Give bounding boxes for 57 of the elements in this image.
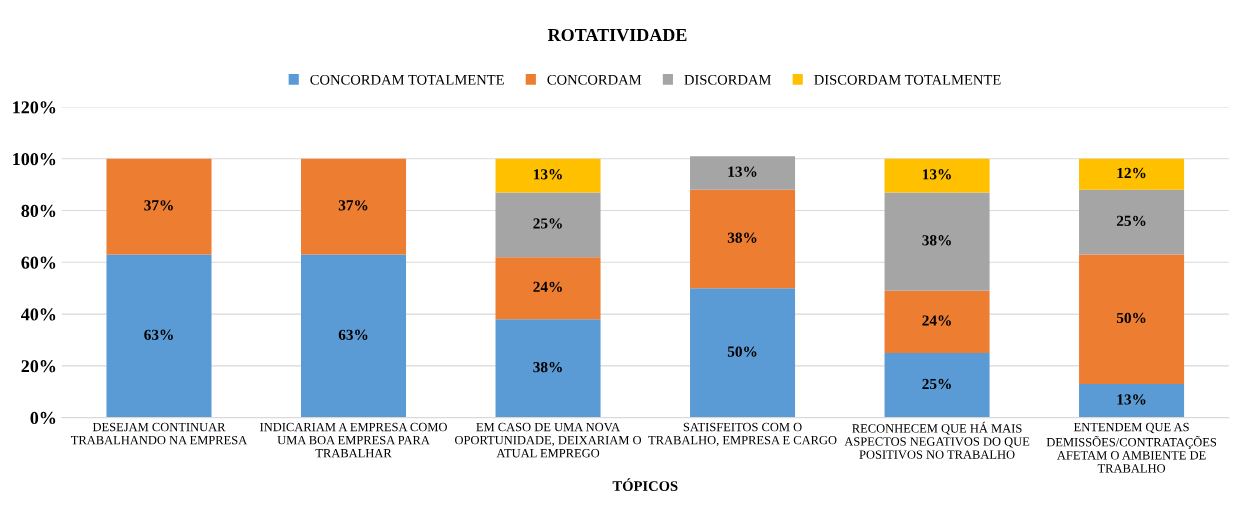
x-tick-label: SATISFEITOS COM O TRABALHO, EMPRESA E CARGO: [648, 422, 837, 447]
y-tick-label: 0%: [30, 411, 56, 425]
bar: [690, 156, 796, 190]
bar: [1079, 189, 1185, 255]
data-label: 38%: [533, 361, 562, 373]
data-label: 25%: [533, 218, 562, 229]
bar: [495, 257, 601, 320]
legend-label: DISCORDAM: [684, 74, 772, 85]
data-label: 37%: [338, 200, 368, 211]
x-tick-label: INDICARIAM A EMPRESA COMO UMA BOA EMPRESA PARA TRABALHAR: [260, 422, 447, 458]
legend-label: DISCORDAM TOTALMENTE: [814, 74, 1001, 85]
x-tick-label: DESEJAM CONTINUAR TRABALHANDO NA EMPRESA: [71, 422, 248, 445]
x-tick-label: RECONHECEM QUE HÁ MAIS ASPECTOS NEGATIVOS DO QUE POSITIVOS NO TRABALHO: [844, 421, 1030, 459]
data-label: 25%: [922, 378, 951, 390]
y-tick-label: 100%: [13, 153, 56, 166]
x-tick-label: ENTENDEM QUE AS DEMISSÕES/CONTRATAÇÕES AFETAM O AMBIENTE DE TRABALHO: [1046, 422, 1217, 473]
data-label: 38%: [922, 235, 951, 246]
data-label: 12%: [1117, 167, 1146, 179]
data-label: 13%: [923, 169, 951, 180]
data-label: 50%: [727, 346, 757, 357]
y-tick-label: 20%: [21, 360, 56, 373]
data-label: 25%: [1116, 215, 1146, 227]
bar: [1079, 383, 1185, 418]
bar: [495, 158, 601, 193]
x-tick-label: EM CASO DE UMA NOVA OPORTUNIDADE, DEIXARIAM O ATUAL EMPREGO: [455, 422, 642, 458]
bar: [301, 158, 407, 255]
bar: [884, 290, 990, 353]
y-tick-label: 60%: [21, 256, 56, 269]
bar: [690, 189, 796, 289]
data-label: 13%: [533, 169, 562, 180]
bar: [106, 158, 212, 255]
bar: [884, 158, 990, 193]
bar: [106, 254, 212, 418]
legend-label: CONCORDAM TOTALMENTE: [310, 74, 504, 85]
y-tick-label: 80%: [21, 204, 56, 218]
bar: [884, 352, 990, 418]
y-tick-label: 40%: [21, 308, 56, 321]
data-label: 24%: [533, 281, 562, 293]
y-tick-label: 120%: [13, 101, 56, 114]
bar: [1079, 158, 1185, 190]
data-label: 63%: [144, 329, 173, 340]
data-label: 50%: [1116, 312, 1146, 324]
x-axis-title: TÓPICOS: [612, 478, 678, 491]
data-label: 37%: [144, 200, 173, 211]
legend-label: CONCORDAM: [547, 74, 642, 85]
data-label: 63%: [338, 329, 368, 340]
bar: [495, 319, 601, 418]
data-label: 24%: [922, 315, 951, 326]
data-label: 13%: [728, 166, 757, 177]
bar: [301, 254, 407, 418]
chart-title: ROTATIVIDADE: [547, 28, 687, 42]
bar: [690, 288, 796, 418]
bar: [1079, 254, 1185, 384]
data-label: 38%: [727, 232, 757, 243]
bar: [884, 192, 990, 291]
data-label: 13%: [1117, 394, 1146, 405]
bar: [495, 192, 601, 258]
